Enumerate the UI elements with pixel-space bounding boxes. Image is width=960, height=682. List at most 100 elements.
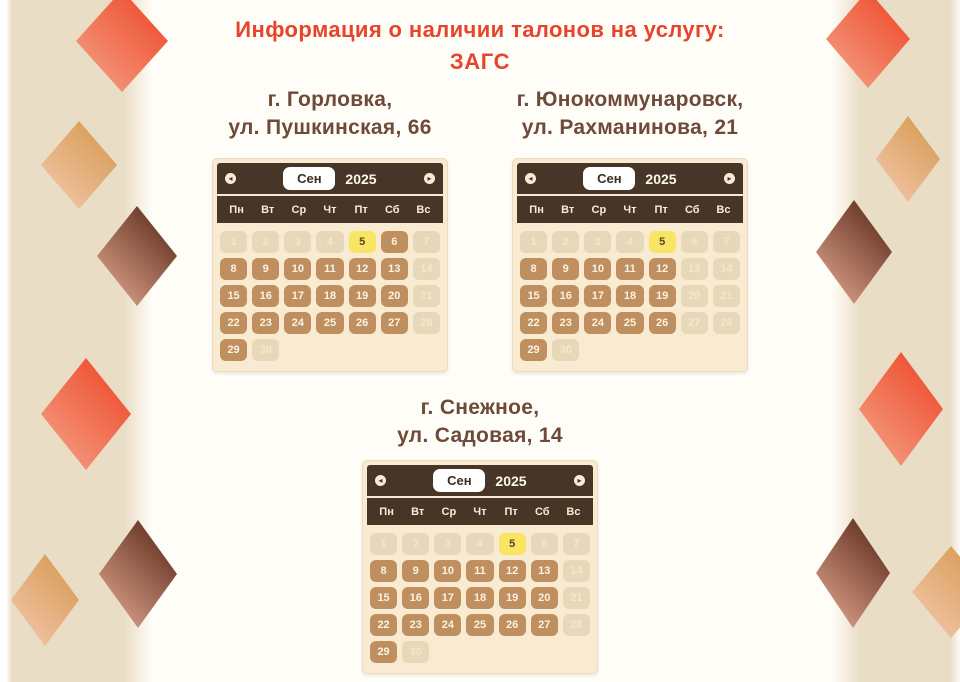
day-cell-10[interactable]: 10 (284, 258, 312, 280)
prev-month-button[interactable]: ◂ (375, 475, 386, 486)
day-cell-29[interactable]: 29 (520, 339, 548, 361)
day-cell-15[interactable]: 15 (370, 587, 398, 609)
day-cell-7: 7 (562, 533, 590, 555)
weekday-label: Пт (354, 203, 368, 216)
day-cell-1: 1 (520, 231, 548, 253)
location-address: ул. Пушкинская, 66 (228, 116, 432, 139)
location-yunokommunarovsk: г. Юнокоммунаровск, ул. Рахманинова, 21 … (512, 86, 748, 372)
day-cell-26[interactable]: 26 (348, 312, 376, 334)
day-cell-5[interactable]: 5 (348, 231, 376, 253)
day-cell-20[interactable]: 20 (380, 285, 408, 307)
weekday-label: Вт (261, 203, 275, 216)
day-cell-27[interactable]: 27 (530, 614, 558, 636)
day-cell-11[interactable]: 11 (616, 258, 644, 280)
day-cell-17[interactable]: 17 (284, 285, 312, 307)
day-cell-18[interactable]: 18 (616, 285, 644, 307)
day-cell-20[interactable]: 20 (530, 587, 558, 609)
weekday-label: Чт (323, 203, 337, 216)
day-cell-10[interactable]: 10 (584, 258, 612, 280)
next-month-button[interactable]: ▸ (724, 173, 735, 184)
day-cell-9[interactable]: 9 (252, 258, 280, 280)
day-cell-12[interactable]: 12 (648, 258, 676, 280)
calendar-yunokommunarovsk: ◂ Сен 2025 ▸ Пн Вт Ср Чт Пт Сб Вс 1 2 3 4 5 6 7 8 9 10 1… (512, 158, 748, 372)
day-cell-23[interactable]: 23 (402, 614, 430, 636)
day-cell-13[interactable]: 13 (380, 258, 408, 280)
day-cell-9[interactable]: 9 (402, 560, 430, 582)
day-cell-12[interactable]: 12 (498, 560, 526, 582)
day-cell-10[interactable]: 10 (434, 560, 462, 582)
day-cell-25[interactable]: 25 (616, 312, 644, 334)
chevron-right-icon: ▸ (727, 173, 732, 183)
month-select[interactable]: Сен (433, 469, 486, 492)
next-month-button[interactable]: ▸ (574, 475, 585, 486)
day-cell-24[interactable]: 24 (284, 312, 312, 334)
day-cell-12[interactable]: 12 (348, 258, 376, 280)
prev-month-button[interactable]: ◂ (525, 173, 536, 184)
day-cell-15[interactable]: 15 (520, 285, 548, 307)
location-address: ул. Садовая, 14 (397, 424, 563, 447)
day-cell-6: 6 (680, 231, 708, 253)
day-cell-5[interactable]: 5 (498, 533, 526, 555)
day-cell-18[interactable]: 18 (466, 587, 494, 609)
weekday-label: Пн (379, 505, 394, 518)
day-cell-17[interactable]: 17 (434, 587, 462, 609)
day-cell-24[interactable]: 24 (584, 312, 612, 334)
day-cell-26[interactable]: 26 (498, 614, 526, 636)
day-cell-11[interactable]: 11 (466, 560, 494, 582)
month-select[interactable]: Сен (283, 167, 336, 190)
day-cell-16[interactable]: 16 (252, 285, 280, 307)
weekday-label: Пт (504, 505, 518, 518)
day-cell-9[interactable]: 9 (552, 258, 580, 280)
day-cell-18[interactable]: 18 (316, 285, 344, 307)
day-cell-25[interactable]: 25 (316, 312, 344, 334)
day-cell-15[interactable]: 15 (220, 285, 248, 307)
location-gorlovka: г. Горловка, ул. Пушкинская, 66 ◂ Сен 20… (212, 86, 448, 372)
day-cell-23[interactable]: 23 (252, 312, 280, 334)
month-select[interactable]: Сен (583, 167, 636, 190)
location-snezhnoe: г. Снежное, ул. Садовая, 14 ◂ Сен 2025 ▸… (362, 394, 598, 674)
day-cell-29[interactable]: 29 (220, 339, 248, 361)
weekday-label: Вс (716, 203, 731, 216)
day-cell-22[interactable]: 22 (520, 312, 548, 334)
day-cell-23[interactable]: 23 (552, 312, 580, 334)
day-cell-8[interactable]: 8 (220, 258, 248, 280)
prev-month-button[interactable]: ◂ (225, 173, 236, 184)
day-cell-20: 20 (680, 285, 708, 307)
day-cell-14: 14 (712, 258, 740, 280)
day-cell-27[interactable]: 27 (380, 312, 408, 334)
chevron-right-icon: ▸ (577, 475, 582, 485)
day-cell-16[interactable]: 16 (552, 285, 580, 307)
day-cell-19[interactable]: 19 (348, 285, 376, 307)
day-cell-11[interactable]: 11 (316, 258, 344, 280)
day-cell-1: 1 (220, 231, 248, 253)
day-cell-13[interactable]: 13 (530, 560, 558, 582)
day-cell-4: 4 (466, 533, 494, 555)
day-cell-8[interactable]: 8 (370, 560, 398, 582)
day-cell-22[interactable]: 22 (220, 312, 248, 334)
day-cell-22[interactable]: 22 (370, 614, 398, 636)
location-address: ул. Рахманинова, 21 (521, 116, 739, 139)
weekday-header: Пн Вт Ср Чт Пт Сб Вс (217, 194, 443, 223)
day-cell-27: 27 (680, 312, 708, 334)
day-cell-5[interactable]: 5 (648, 231, 676, 253)
day-cell-24[interactable]: 24 (434, 614, 462, 636)
day-cell-19[interactable]: 19 (498, 587, 526, 609)
day-cell-8[interactable]: 8 (520, 258, 548, 280)
day-cell-2: 2 (402, 533, 430, 555)
chevron-left-icon: ◂ (228, 173, 233, 183)
day-cell-29[interactable]: 29 (370, 641, 398, 663)
day-cell-16[interactable]: 16 (402, 587, 430, 609)
day-cell-25[interactable]: 25 (466, 614, 494, 636)
calendar-gorlovka: ◂ Сен 2025 ▸ Пн Вт Ср Чт Пт Сб Вс 1 2 3 4 5 6 7 8 9 10 1… (212, 158, 448, 372)
day-cell-28: 28 (412, 312, 440, 334)
day-grid: 1 2 3 4 5 6 7 8 9 10 11 12 13 14 15 16 17 18 19 20 21 22 23 24 2… (367, 525, 593, 665)
day-cell-6[interactable]: 6 (380, 231, 408, 253)
day-cell-17[interactable]: 17 (584, 285, 612, 307)
locations-row: г. Горловка, ул. Пушкинская, 66 ◂ Сен 20… (212, 86, 748, 372)
next-month-button[interactable]: ▸ (424, 173, 435, 184)
day-cell-19[interactable]: 19 (648, 285, 676, 307)
day-cell-26[interactable]: 26 (648, 312, 676, 334)
year-label: 2025 (345, 170, 377, 187)
